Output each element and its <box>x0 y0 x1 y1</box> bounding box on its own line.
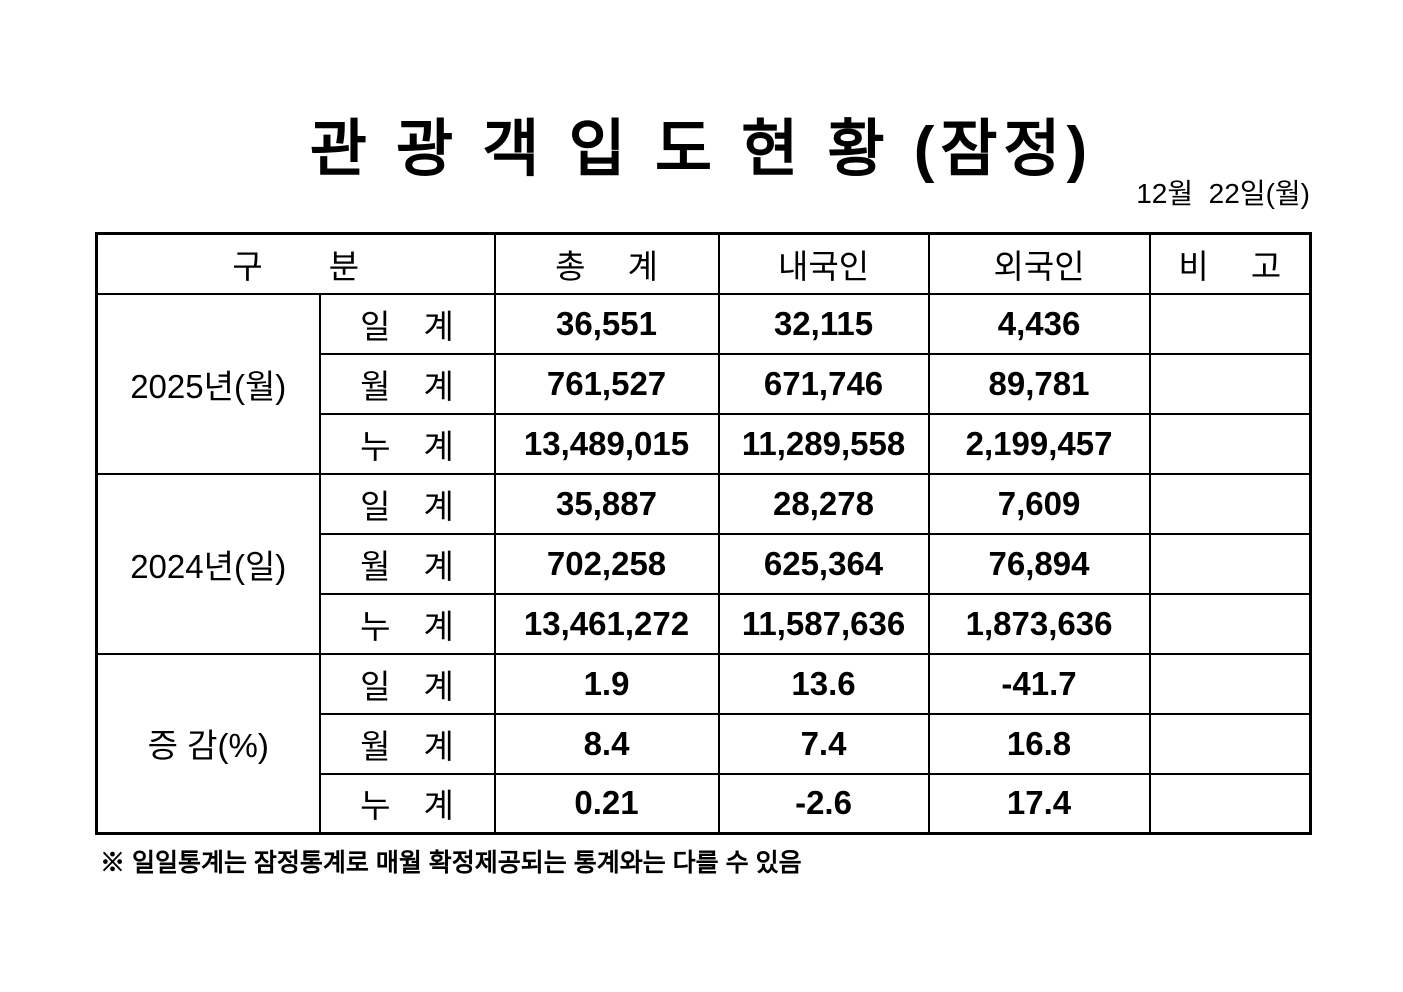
table-row: 누 계 13,461,272 11,587,636 1,873,636 <box>97 592 1312 655</box>
row-label: 월 계 <box>318 712 496 775</box>
note-cell <box>1148 772 1312 835</box>
value-domestic: 671,746 <box>717 352 930 415</box>
value-domestic: 7.4 <box>717 712 930 775</box>
header-total: 총 계 <box>493 232 720 295</box>
row-label: 누 계 <box>318 592 496 655</box>
note-cell <box>1148 592 1312 655</box>
value-domestic: 28,278 <box>717 472 930 535</box>
note-cell <box>1148 532 1312 595</box>
value-domestic: 625,364 <box>717 532 930 595</box>
note-cell <box>1148 412 1312 475</box>
header-note: 비 고 <box>1148 232 1312 295</box>
table-row: 2025년(월) 일 계 36,551 32,115 4,436 <box>95 292 1312 475</box>
value-total: 1.9 <box>493 652 720 715</box>
report-date: 12월 22일(월) <box>1136 178 1310 209</box>
value-foreign: 2,199,457 <box>927 412 1151 475</box>
value-domestic: 32,115 <box>717 292 930 355</box>
note-cell <box>1148 292 1312 355</box>
value-domestic: -2.6 <box>717 772 930 835</box>
value-foreign: 76,894 <box>927 532 1151 595</box>
row-label: 누 계 <box>318 772 496 835</box>
value-total: 702,258 <box>493 532 720 595</box>
value-foreign: 1,873,636 <box>927 592 1151 655</box>
note-cell <box>1148 352 1312 415</box>
value-total: 13,461,272 <box>493 592 720 655</box>
footnote: ※ 일일통계는 잠정통계로 매월 확정제공되는 통계와는 다를 수 있음 <box>100 849 802 877</box>
value-total: 13,489,015 <box>493 412 720 475</box>
value-foreign: 17.4 <box>927 772 1151 835</box>
row-label: 월 계 <box>318 352 496 415</box>
header-domestic: 내국인 <box>717 232 930 295</box>
value-total: 36,551 <box>493 292 720 355</box>
value-total: 8.4 <box>493 712 720 775</box>
value-foreign: 16.8 <box>927 712 1151 775</box>
table-row: 누 계 0.21 -2.6 17.4 <box>97 772 1312 835</box>
value-domestic: 11,587,636 <box>717 592 930 655</box>
tourist-stats-table: 구 분 총 계 내국인 외국인 비 고 2025년(월) 일 계 36,551 … <box>95 232 1313 835</box>
row-label: 누 계 <box>318 412 496 475</box>
table-row: 월 계 702,258 625,364 76,894 <box>97 532 1312 595</box>
row-label: 월 계 <box>318 532 496 595</box>
value-total: 761,527 <box>493 352 720 415</box>
document-title: 관 광 객 입 도 현 황 (잠정) <box>309 115 1094 184</box>
value-foreign: 4,436 <box>927 292 1151 355</box>
table-row: 누 계 13,489,015 11,289,558 2,199,457 <box>97 412 1312 475</box>
value-domestic: 11,289,558 <box>717 412 930 475</box>
group-label-2024: 2024년(일) <box>95 472 321 655</box>
table-row: 증 감(%) 일 계 1.9 13.6 -41.7 <box>95 652 1312 835</box>
header-foreign: 외국인 <box>927 232 1151 295</box>
row-label: 일 계 <box>318 292 496 355</box>
value-domestic: 13.6 <box>717 652 930 715</box>
table-row: 2024년(일) 일 계 35,887 28,278 7,609 <box>95 472 1312 655</box>
group-label-change: 증 감(%) <box>95 652 321 835</box>
row-label: 일 계 <box>318 472 496 535</box>
header-row: 구 분 총 계 내국인 외국인 비 고 <box>95 232 1312 295</box>
header-category: 구 분 <box>95 232 496 295</box>
table-row: 월 계 8.4 7.4 16.8 <box>97 712 1312 775</box>
table-row: 월 계 761,527 671,746 89,781 <box>97 352 1312 415</box>
row-label: 일 계 <box>318 652 496 715</box>
value-total: 35,887 <box>493 472 720 535</box>
note-cell <box>1148 652 1312 715</box>
value-total: 0.21 <box>493 772 720 835</box>
value-foreign: 89,781 <box>927 352 1151 415</box>
note-cell <box>1148 472 1312 535</box>
note-cell <box>1148 712 1312 775</box>
value-foreign: 7,609 <box>927 472 1151 535</box>
group-label-2025: 2025년(월) <box>95 292 321 475</box>
value-foreign: -41.7 <box>927 652 1151 715</box>
